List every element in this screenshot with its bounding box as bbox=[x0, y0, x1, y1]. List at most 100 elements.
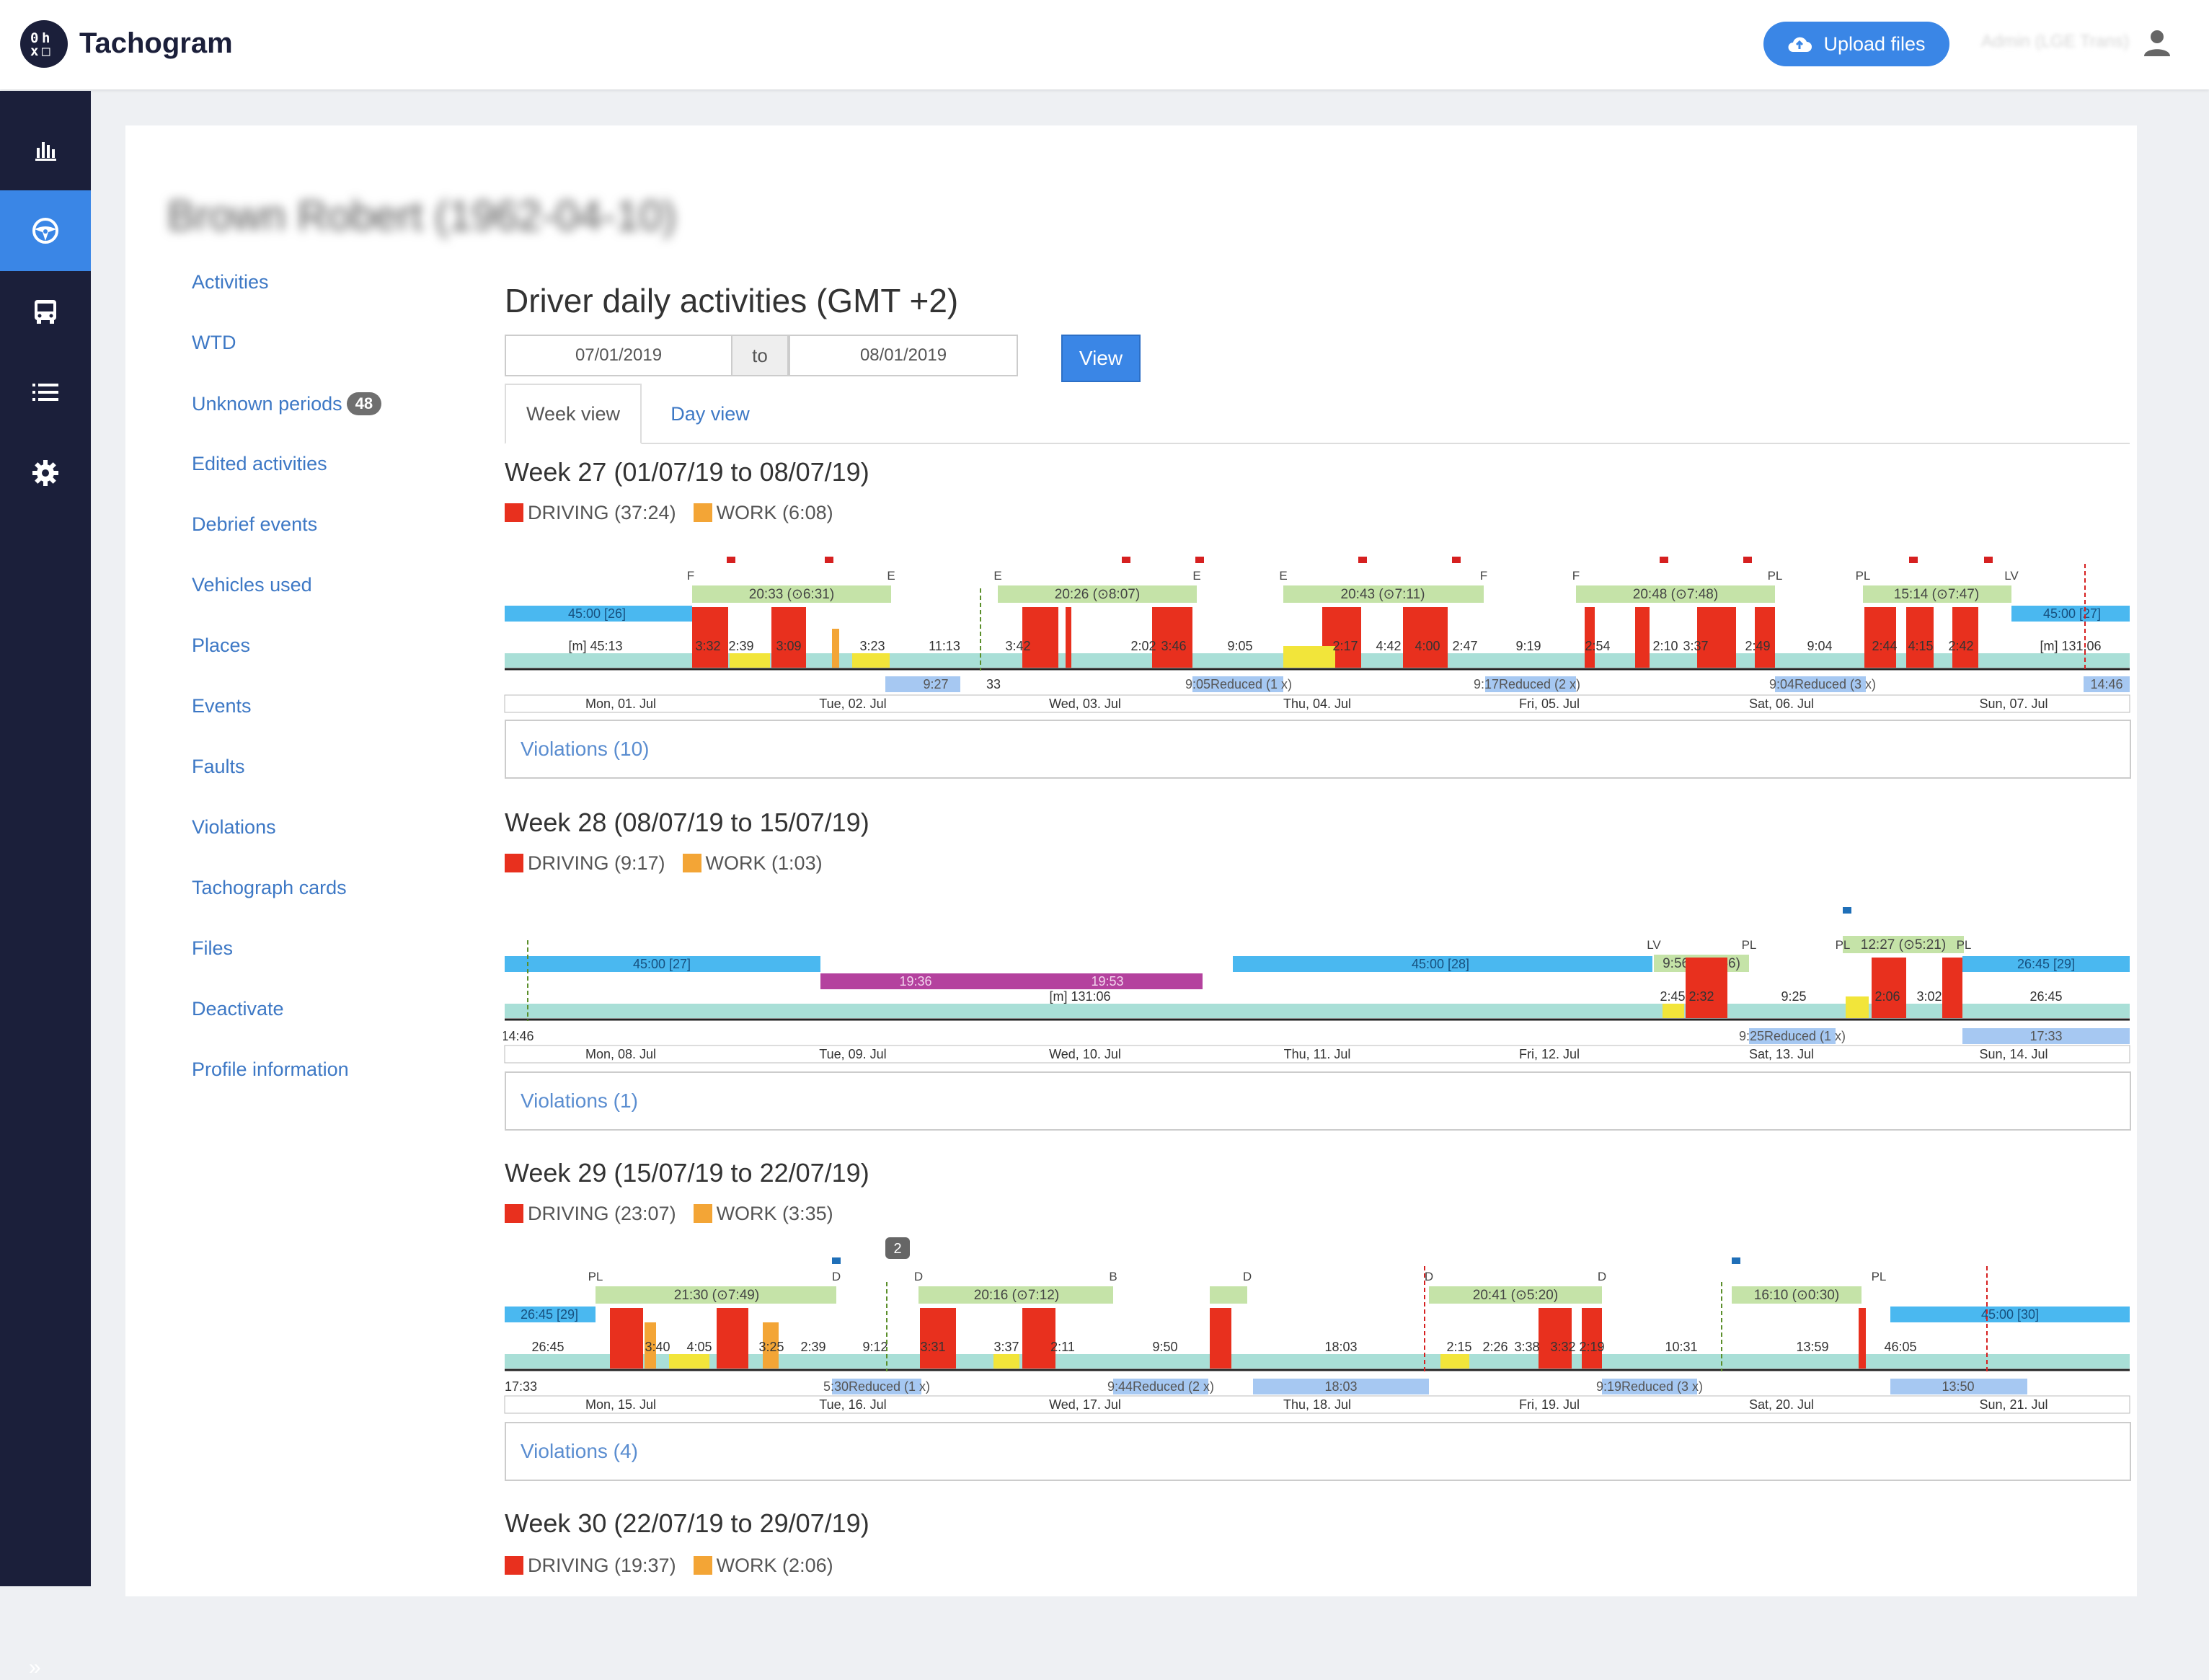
shift-bar[interactable] bbox=[1863, 585, 2011, 603]
tab-day-view[interactable]: Day view bbox=[670, 402, 750, 425]
driving-block[interactable] bbox=[1906, 607, 1934, 668]
driving-block[interactable] bbox=[610, 1308, 643, 1369]
unknown-period-bar[interactable] bbox=[1011, 973, 1203, 989]
reduced-rest-bar[interactable] bbox=[1962, 1028, 2130, 1044]
violations-panel[interactable]: Violations (1) bbox=[505, 1071, 2131, 1131]
driving-block[interactable] bbox=[1686, 958, 1727, 1018]
cluster-badge[interactable] bbox=[885, 1237, 910, 1259]
work-block[interactable] bbox=[669, 1354, 709, 1369]
driving-block[interactable] bbox=[920, 1308, 956, 1369]
reduced-rest-bar[interactable] bbox=[832, 1379, 921, 1394]
rest-bar[interactable] bbox=[505, 956, 820, 972]
nav-tachograph-cards[interactable]: Tachograph cards bbox=[192, 877, 347, 898]
nav-wtd[interactable]: WTD bbox=[192, 332, 236, 353]
tab-week-view[interactable]: Week view bbox=[505, 384, 642, 444]
sidebar-vehicles[interactable] bbox=[0, 271, 91, 352]
work-block[interactable] bbox=[1663, 1004, 1684, 1018]
reduced-rest-bar[interactable] bbox=[885, 676, 960, 692]
work-block[interactable] bbox=[1846, 996, 1869, 1018]
flag-icon[interactable] bbox=[1122, 557, 1130, 563]
nav-debrief-events[interactable]: Debrief events bbox=[192, 513, 318, 535]
flag-icon[interactable] bbox=[825, 557, 833, 563]
reduced-rest-bar[interactable] bbox=[1775, 676, 1866, 692]
driving-block[interactable] bbox=[1152, 607, 1192, 668]
nav-violations[interactable]: Violations bbox=[192, 816, 276, 838]
flag-icon[interactable] bbox=[1452, 557, 1461, 563]
shift-bar[interactable] bbox=[998, 585, 1197, 603]
driving-block[interactable] bbox=[1755, 607, 1775, 668]
driving-block[interactable] bbox=[1697, 607, 1736, 668]
shift-bar[interactable] bbox=[1576, 585, 1775, 603]
reduced-rest-bar[interactable] bbox=[1113, 1379, 1208, 1394]
driving-block[interactable] bbox=[1859, 1308, 1866, 1369]
shift-bar[interactable] bbox=[918, 1286, 1113, 1304]
flag-icon[interactable] bbox=[1909, 557, 1918, 563]
driving-block[interactable] bbox=[717, 1308, 748, 1369]
driving-block[interactable] bbox=[1872, 958, 1906, 1018]
expand-sidebar-icon[interactable]: » bbox=[29, 1655, 41, 1679]
work-block[interactable] bbox=[1440, 1354, 1469, 1369]
sidebar-drivers[interactable] bbox=[0, 190, 91, 271]
nav-events[interactable]: Events bbox=[192, 695, 252, 717]
shift-bar[interactable] bbox=[1732, 1286, 1862, 1304]
rest-bar[interactable] bbox=[1890, 1307, 2130, 1322]
driving-block[interactable] bbox=[1942, 958, 1962, 1018]
reduced-rest-bar[interactable] bbox=[1602, 1379, 1697, 1394]
work-block[interactable] bbox=[993, 1354, 1019, 1369]
sidebar-settings[interactable] bbox=[0, 433, 91, 513]
work-block[interactable] bbox=[832, 629, 839, 668]
shift-bar[interactable] bbox=[1210, 1286, 1247, 1304]
shift-bar[interactable] bbox=[596, 1286, 836, 1304]
nav-profile-information[interactable]: Profile information bbox=[192, 1058, 349, 1080]
driving-block[interactable] bbox=[1022, 607, 1058, 668]
flag-icon[interactable] bbox=[1195, 557, 1204, 563]
nav-unknown-periods[interactable]: Unknown periods 48 bbox=[192, 392, 382, 415]
nav-places[interactable]: Places bbox=[192, 635, 251, 656]
reduced-rest-bar[interactable] bbox=[1485, 676, 1576, 692]
rest-bar[interactable] bbox=[2011, 606, 2130, 622]
driving-block[interactable] bbox=[1864, 607, 1896, 668]
driving-block[interactable] bbox=[1403, 607, 1448, 668]
driving-block[interactable] bbox=[1952, 607, 1978, 668]
shift-bar[interactable] bbox=[1843, 936, 1964, 953]
driving-block[interactable] bbox=[1210, 1308, 1231, 1369]
rest-bar[interactable] bbox=[505, 606, 692, 622]
shift-bar[interactable] bbox=[1283, 585, 1484, 603]
nav-files[interactable]: Files bbox=[192, 937, 234, 959]
flag-icon[interactable] bbox=[1732, 1257, 1740, 1264]
driving-block[interactable] bbox=[1022, 1308, 1055, 1369]
flag-icon[interactable] bbox=[832, 1257, 841, 1264]
work-block[interactable] bbox=[852, 653, 890, 668]
sidebar-reports[interactable] bbox=[0, 352, 91, 433]
date-to-input[interactable]: 08/01/2019 bbox=[789, 335, 1018, 376]
violations-panel[interactable]: Violations (4) bbox=[505, 1422, 2131, 1481]
driving-block[interactable] bbox=[692, 607, 728, 668]
upload-files-button[interactable]: Upload files bbox=[1763, 22, 1949, 66]
nav-edited-activities[interactable]: Edited activities bbox=[192, 453, 327, 474]
work-block[interactable] bbox=[730, 653, 770, 668]
work-block[interactable] bbox=[645, 1322, 656, 1369]
user-name[interactable]: Admin (LGE Trans) bbox=[1981, 32, 2130, 51]
nav-faults[interactable]: Faults bbox=[192, 756, 245, 777]
flag-icon[interactable] bbox=[1843, 907, 1851, 914]
driving-block[interactable] bbox=[1066, 607, 1071, 668]
reduced-rest-bar[interactable] bbox=[2084, 676, 2130, 692]
flag-icon[interactable] bbox=[1660, 557, 1668, 563]
reduced-rest-bar[interactable] bbox=[1890, 1379, 2027, 1394]
shift-bar[interactable] bbox=[692, 585, 891, 603]
sidebar-dashboard[interactable] bbox=[0, 110, 91, 190]
unknown-period-bar[interactable] bbox=[820, 973, 1011, 989]
rest-bar[interactable] bbox=[1962, 956, 2130, 972]
reduced-rest-bar[interactable] bbox=[1192, 676, 1283, 692]
reduced-rest-bar[interactable] bbox=[1253, 1379, 1429, 1394]
driving-block[interactable] bbox=[1635, 607, 1650, 668]
driving-block[interactable] bbox=[1582, 1308, 1602, 1369]
user-icon[interactable] bbox=[2141, 27, 2173, 59]
violations-panel[interactable]: Violations (10) bbox=[505, 720, 2131, 779]
flag-icon[interactable] bbox=[1984, 557, 1993, 563]
work-block[interactable] bbox=[1283, 646, 1335, 668]
flag-icon[interactable] bbox=[1358, 557, 1367, 563]
nav-deactivate[interactable]: Deactivate bbox=[192, 998, 284, 1020]
reduced-rest-bar[interactable] bbox=[1749, 1028, 1836, 1044]
